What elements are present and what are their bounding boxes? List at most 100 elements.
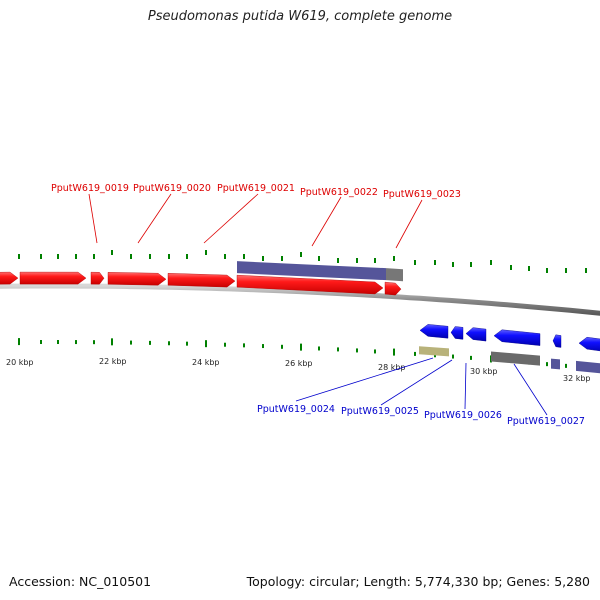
- tick-mark: [434, 260, 436, 265]
- tick-mark: [224, 254, 226, 259]
- forward-gene: [384, 281, 402, 296]
- feature-bar: [386, 268, 403, 282]
- forward-gene: [236, 274, 384, 295]
- feature-bar: [551, 358, 560, 370]
- tick-mark: [93, 340, 95, 345]
- gene-label: PputW619_0019: [51, 183, 129, 194]
- tick-mark: [470, 262, 472, 267]
- forward-gene: [107, 272, 167, 286]
- reverse-gene: [493, 329, 541, 346]
- scale-label: 20 kbp: [6, 358, 34, 367]
- tick-mark: [337, 347, 339, 352]
- scale-label: 22 kbp: [99, 357, 127, 366]
- gene-label: PputW619_0022: [300, 187, 378, 198]
- tick-mark: [18, 338, 20, 346]
- tick-mark: [414, 260, 416, 265]
- tick-mark: [57, 340, 59, 345]
- reverse-gene: [450, 326, 464, 340]
- tick-mark: [281, 256, 283, 261]
- tick-mark: [186, 341, 188, 346]
- tick-mark: [374, 349, 376, 354]
- tick-mark: [470, 355, 472, 360]
- tick-mark: [130, 340, 132, 345]
- tick-mark: [57, 254, 59, 259]
- tick-mark: [75, 340, 77, 345]
- tick-mark: [393, 256, 395, 261]
- tick-mark: [318, 346, 320, 351]
- tick-mark: [224, 342, 226, 347]
- gene-leader-line: [295, 357, 434, 402]
- gene-leader-line: [88, 193, 98, 244]
- feature-bar: [237, 261, 386, 281]
- tick-mark: [111, 338, 113, 346]
- accession-label: Accession: NC_010501: [9, 574, 152, 589]
- tick-mark: [40, 340, 42, 345]
- tick-mark: [149, 254, 151, 259]
- scale-label: 28 kbp: [378, 363, 406, 372]
- tick-mark: [168, 341, 170, 346]
- tick-mark: [546, 268, 548, 273]
- tick-mark: [281, 344, 283, 349]
- gene-label: PputW619_0026: [424, 410, 502, 421]
- tick-mark: [75, 254, 77, 259]
- tick-mark: [337, 258, 339, 263]
- forward-gene: [0, 271, 19, 285]
- gene-label: PputW619_0021: [217, 183, 295, 194]
- feature-bar: [491, 351, 540, 366]
- tick-mark: [585, 268, 587, 273]
- tick-mark: [393, 348, 395, 356]
- tick-mark: [300, 252, 302, 257]
- tick-mark: [490, 260, 492, 265]
- tick-mark: [546, 362, 548, 367]
- feature-bar: [576, 360, 600, 374]
- gene-label: PputW619_0024: [257, 404, 335, 415]
- scale-label: 26 kbp: [285, 359, 313, 368]
- tick-mark: [565, 363, 567, 368]
- tick-mark: [111, 250, 113, 255]
- gene-label: PputW619_0027: [507, 416, 585, 427]
- forward-gene: [90, 271, 105, 285]
- reverse-gene: [552, 334, 562, 348]
- scale-label: 24 kbp: [192, 358, 220, 367]
- genome-summary: Topology: circular; Length: 5,774,330 bp…: [246, 574, 590, 589]
- scale-label: 32 kbp: [563, 374, 591, 383]
- gene-label: PputW619_0023: [383, 189, 461, 200]
- map-title: Pseudomonas putida W619, complete genome: [147, 9, 453, 24]
- tick-mark: [452, 354, 454, 359]
- scale-label: 30 kbp: [470, 367, 498, 376]
- tick-mark: [528, 266, 530, 271]
- gene-label: PputW619_0020: [133, 183, 211, 194]
- tick-mark: [262, 344, 264, 349]
- tick-mark: [168, 254, 170, 259]
- tick-mark: [149, 340, 151, 345]
- tick-mark: [205, 250, 207, 255]
- tick-mark: [186, 254, 188, 259]
- tick-mark: [374, 258, 376, 263]
- tick-mark: [40, 254, 42, 259]
- tick-mark: [205, 340, 207, 348]
- forward-gene: [19, 271, 87, 285]
- tick-mark: [130, 254, 132, 259]
- gene-leader-line: [380, 359, 453, 406]
- tick-mark: [452, 262, 454, 267]
- tick-mark: [18, 254, 20, 259]
- gene-leader-line: [464, 362, 467, 410]
- gene-label: PputW619_0025: [341, 406, 419, 417]
- gene-leader-line: [513, 363, 548, 416]
- tick-mark: [262, 256, 264, 261]
- forward-gene: [167, 273, 236, 288]
- genome-backbone: [0, 283, 600, 316]
- gene-leader-line: [395, 199, 423, 249]
- gene-leader-line: [203, 193, 259, 244]
- gene-leader-line: [137, 193, 172, 244]
- gene-leader-line: [311, 196, 342, 247]
- tick-mark: [300, 343, 302, 351]
- tick-mark: [414, 351, 416, 356]
- feature-bar: [419, 346, 449, 357]
- tick-mark: [243, 343, 245, 348]
- tick-mark: [93, 254, 95, 259]
- reverse-gene: [465, 327, 487, 342]
- tick-mark: [565, 268, 567, 273]
- tick-mark: [356, 348, 358, 353]
